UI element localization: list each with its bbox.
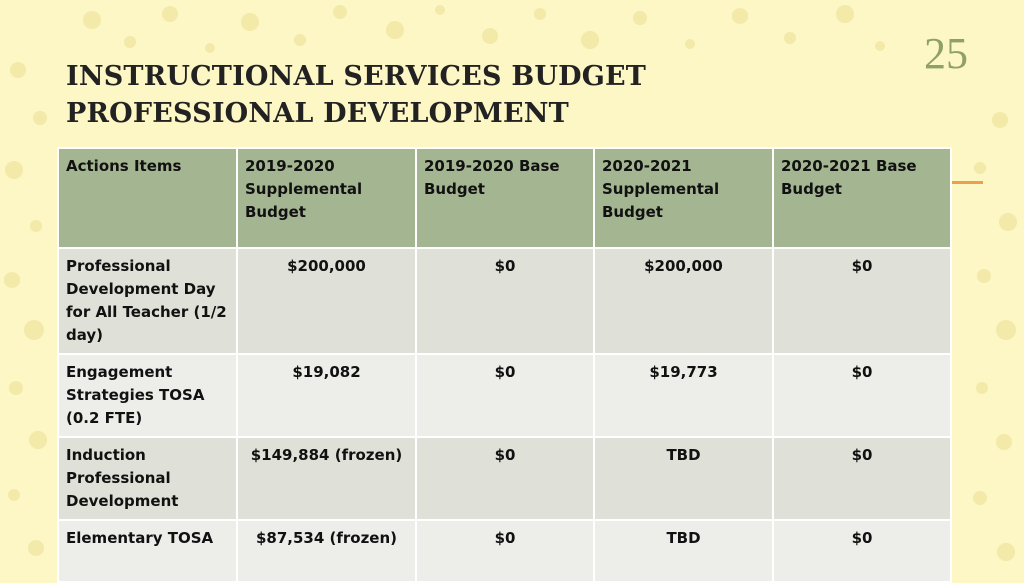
budget-cell: $200,000	[593, 247, 774, 355]
budget-cell: $200,000	[236, 247, 417, 355]
table-row: Engagement Strategies TOSA (0.2 FTE) $19…	[57, 353, 952, 438]
table-row: Induction Professional Development $149,…	[57, 436, 952, 521]
budget-cell: $19,082	[236, 353, 417, 438]
budget-cell: TBD	[593, 519, 774, 583]
budget-cell: $0	[772, 247, 952, 355]
slide-title-line-2: PROFESSIONAL DEVELOPMENT	[66, 98, 569, 129]
table-row: Elementary TOSA $87,534 (frozen) $0 TBD …	[57, 519, 952, 583]
budget-cell: TBD	[593, 436, 774, 521]
slide-number: 25	[924, 29, 968, 78]
budget-cell: $0	[772, 519, 952, 583]
budget-cell: $0	[415, 247, 595, 355]
header-2020-2021-supplemental: 2020-2021 Supplemental Budget	[593, 147, 774, 249]
action-item-cell: Induction Professional Development	[57, 436, 238, 521]
table-header-row: Actions Items 2019-2020 Supplemental Bud…	[57, 147, 952, 249]
budget-cell: $149,884 (frozen)	[236, 436, 417, 521]
table-row: Professional Development Day for All Tea…	[57, 247, 952, 355]
slide-title-line-1: INSTRUCTIONAL SERVICES BUDGET	[66, 61, 647, 92]
budget-cell: $0	[415, 519, 595, 583]
header-2019-2020-base: 2019-2020 Base Budget	[415, 147, 595, 249]
budget-table: Actions Items 2019-2020 Supplemental Bud…	[57, 147, 952, 583]
budget-cell: $0	[415, 353, 595, 438]
slide-title: INSTRUCTIONAL SERVICES BUDGET PROFESSION…	[66, 58, 646, 132]
budget-cell: $87,534 (frozen)	[236, 519, 417, 583]
header-2020-2021-base: 2020-2021 Base Budget	[772, 147, 952, 249]
action-item-cell: Engagement Strategies TOSA (0.2 FTE)	[57, 353, 238, 438]
action-item-cell: Elementary TOSA	[57, 519, 238, 583]
action-item-cell: Professional Development Day for All Tea…	[57, 247, 238, 355]
header-actions-items: Actions Items	[57, 147, 238, 249]
budget-cell: $19,773	[593, 353, 774, 438]
budget-cell: $0	[772, 353, 952, 438]
header-2019-2020-supplemental: 2019-2020 Supplemental Budget	[236, 147, 417, 249]
accent-divider	[952, 181, 983, 184]
budget-cell: $0	[772, 436, 952, 521]
budget-cell: $0	[415, 436, 595, 521]
